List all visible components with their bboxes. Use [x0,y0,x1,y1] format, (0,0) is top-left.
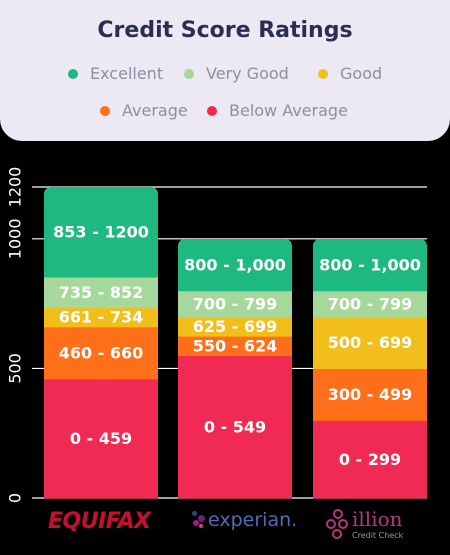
legend-item-excellent: Excellent [68,64,163,83]
experian-dots-icon [192,509,206,531]
bar-segment-very-good [313,290,427,318]
equifax-logo: EQUIFAX [48,509,151,534]
bar-segment-below-average [178,355,292,499]
bar-segment-very-good [44,277,158,309]
bar-segment-good [44,307,158,328]
legend-swatch-below-average [207,105,217,116]
data-label: 700 - 799 [328,294,413,313]
legend-swatch-average [100,105,110,116]
y-tick-label: 1000 [6,218,25,259]
experian-logo: experian. [192,509,297,531]
data-label: 661 - 734 [59,308,144,327]
bar-segment-excellent [178,238,292,292]
data-label: 0 - 299 [339,450,401,469]
bar-segment-excellent [44,187,158,278]
illion-wordmark: illion [352,507,403,531]
data-label: 800 - 1,000 [319,255,421,274]
legend-label-excellent: Excellent [90,64,164,83]
legend-item-below-average: Below Average [207,101,348,120]
chart-title: Credit Score Ratings [97,18,353,43]
illion-mark-icon [326,509,350,539]
data-label: 550 - 624 [193,336,278,355]
experian-wordmark: experian. [208,509,298,531]
legend-label-average: Average [122,101,188,120]
bar-segment-average [313,368,427,421]
data-label: 625 - 699 [193,317,278,336]
data-label: 0 - 549 [204,417,266,436]
bar-equifax [44,187,158,499]
legend-item-good: Good [318,64,382,83]
bar-segment-very-good [178,290,292,318]
y-tick-label: 500 [6,353,25,384]
legend-label-very-good: Very Good [206,64,289,83]
legend-label-good: Good [340,64,383,83]
bar-segment-average [44,326,158,380]
data-label: 300 - 499 [328,385,413,404]
bar-segment-average [178,336,292,357]
data-label: 735 - 852 [59,283,144,302]
legend-item-average: Average [100,101,188,120]
bar-segment-good [178,316,292,337]
data-label: 0 - 459 [70,429,132,448]
illion-logo: illion Credit Check [326,509,403,540]
data-label: 853 - 1200 [53,222,149,241]
data-label: 500 - 699 [328,333,413,352]
illion-subtitle: Credit Check [352,531,404,540]
legend-label-below-average: Below Average [229,101,348,120]
data-label: 700 - 799 [193,294,278,313]
bar-segment-good [313,316,427,370]
bar-illion [313,238,427,499]
legend-swatch-good [318,68,328,79]
bar-segment-below-average [44,379,158,499]
legend-swatch-very-good [184,68,194,79]
data-label: 800 - 1,000 [184,255,286,274]
bar-segment-excellent [313,238,427,292]
chart-header: Credit Score Ratings Excellent Very Good… [0,0,450,141]
legend-item-very-good: Very Good [184,64,289,83]
legend-swatch-excellent [68,68,78,79]
y-tick-label: 0 [6,493,25,503]
bar-experian [178,238,292,499]
data-label: 460 - 660 [59,343,144,362]
y-tick-label: 1200 [6,167,25,208]
bar-segment-below-average [313,420,427,499]
